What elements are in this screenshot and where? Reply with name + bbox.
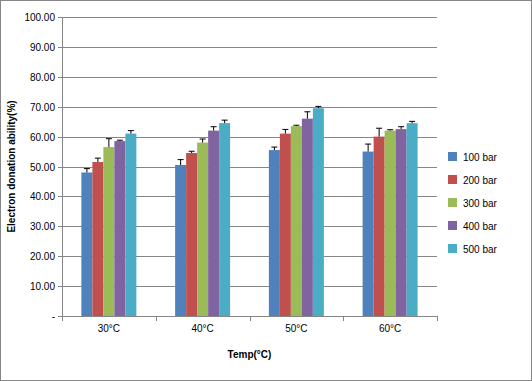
legend-label: 300 bar — [463, 198, 498, 209]
legend-label: 100 bar — [463, 152, 498, 163]
bar — [208, 131, 219, 316]
error-bar — [409, 121, 415, 123]
y-tick-label: 100.00 — [24, 12, 55, 23]
bar — [280, 134, 291, 316]
grid-line — [62, 77, 437, 78]
y-tick — [58, 47, 62, 48]
x-tick-label: 30°C — [98, 323, 120, 334]
y-tick — [58, 316, 62, 317]
error-bar — [222, 120, 228, 123]
bar — [125, 134, 136, 316]
y-tick — [58, 107, 62, 108]
x-tick — [343, 316, 344, 321]
x-axis — [62, 316, 437, 317]
y-tick — [58, 77, 62, 78]
legend-label: 400 bar — [463, 221, 498, 232]
error-bar — [387, 129, 393, 131]
y-tick — [58, 256, 62, 257]
y-tick — [58, 286, 62, 287]
chart-border — [1, 1, 532, 381]
x-tick — [156, 316, 157, 321]
x-tick — [250, 316, 251, 321]
x-tick-label: 50°C — [285, 323, 307, 334]
bar — [374, 137, 385, 316]
legend-swatch — [448, 198, 457, 207]
bar — [291, 126, 302, 316]
x-tick — [437, 316, 438, 321]
grid-line — [62, 107, 437, 108]
bar — [114, 141, 125, 316]
y-axis — [62, 17, 63, 316]
bar — [197, 143, 208, 316]
y-tick-label: 10.00 — [30, 281, 55, 292]
x-tick-label: 60°C — [379, 323, 401, 334]
error-bar — [304, 112, 310, 119]
grid-line — [62, 47, 437, 48]
grid-line — [62, 316, 437, 317]
error-bar — [293, 125, 299, 127]
error-bar — [376, 128, 382, 136]
chart: - 10.00 20.00 30.00 40.00 50.00 60.00 70.00 80.0… — [0, 0, 532, 381]
legend: 100 bar 200 bar 300 bar 400 bar 500 bar — [448, 152, 498, 255]
error-bar — [365, 144, 371, 151]
error-bar — [128, 131, 134, 134]
bar — [313, 108, 324, 316]
error-bar — [200, 139, 206, 143]
bar — [81, 172, 92, 316]
bar — [186, 153, 197, 316]
bars — [81, 106, 417, 316]
error-bar — [271, 147, 277, 150]
bar — [302, 119, 313, 316]
error-bar — [178, 160, 184, 165]
bar — [219, 123, 230, 316]
error-bar — [106, 139, 112, 147]
y-tick — [58, 167, 62, 168]
error-bar — [189, 151, 195, 153]
error-bar — [315, 106, 321, 108]
error-bar — [211, 127, 217, 131]
y-tick-label: 40.00 — [30, 191, 55, 202]
y-tick-label: - — [52, 311, 55, 322]
bar — [407, 123, 418, 316]
x-tick — [62, 316, 63, 321]
error-bar — [282, 129, 288, 133]
bar — [269, 150, 280, 316]
y-tick-label: 90.00 — [30, 42, 55, 53]
bar — [92, 162, 103, 316]
y-tick-label: 30.00 — [30, 221, 55, 232]
error-bar — [84, 169, 90, 173]
x-tick-label: 40°C — [191, 323, 213, 334]
y-tick-label: 70.00 — [30, 102, 55, 113]
y-tick — [58, 196, 62, 197]
legend-swatch — [448, 221, 457, 230]
error-bar — [398, 127, 404, 129]
y-tick-label: 60.00 — [30, 132, 55, 143]
bar — [175, 165, 186, 316]
bar — [363, 152, 374, 316]
y-tick-label: 80.00 — [30, 72, 55, 83]
legend-label: 200 bar — [463, 175, 498, 186]
y-tick — [58, 226, 62, 227]
y-tick-label: 50.00 — [30, 162, 55, 173]
legend-swatch — [448, 152, 457, 161]
y-axis-title: Electron donation ability(%) — [6, 100, 17, 232]
legend-swatch — [448, 175, 457, 184]
y-tick-label: 20.00 — [30, 251, 55, 262]
bar — [103, 147, 114, 316]
bar — [396, 129, 407, 316]
legend-label: 500 bar — [463, 244, 498, 255]
legend-swatch — [448, 244, 457, 253]
grid-line — [62, 17, 437, 18]
x-axis-title: Temp(°C) — [228, 349, 272, 360]
bar — [385, 131, 396, 316]
y-tick — [58, 17, 62, 18]
error-bar — [95, 158, 101, 162]
error-bar — [117, 140, 123, 142]
y-tick — [58, 137, 62, 138]
